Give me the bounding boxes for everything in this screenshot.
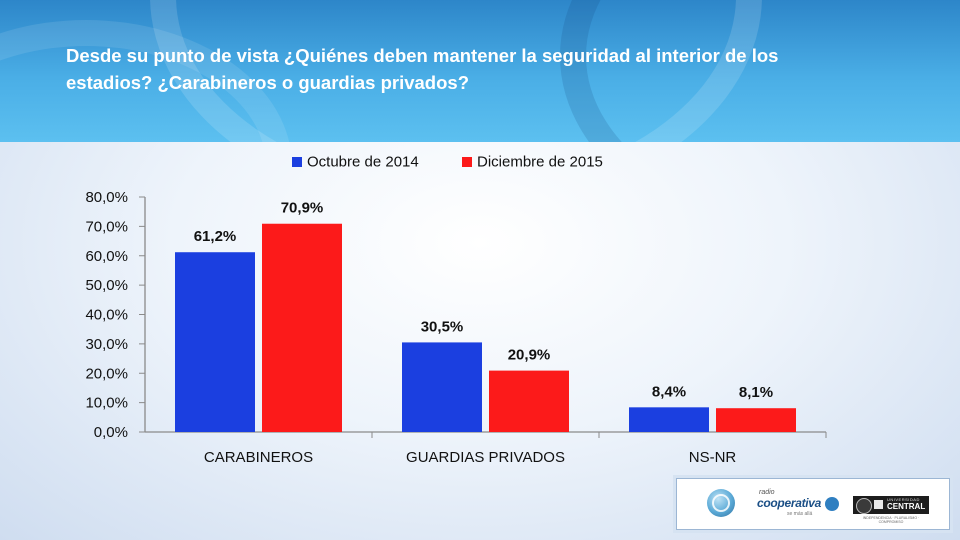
bar <box>402 342 482 432</box>
y-tick-label: 50,0% <box>85 277 128 294</box>
university-seal-icon <box>856 498 872 514</box>
y-tick-label: 30,0% <box>85 336 128 353</box>
bar-value-label: 20,9% <box>508 347 551 364</box>
bar <box>629 407 709 432</box>
bar-value-label: 8,4% <box>652 383 686 400</box>
logo-central-text: CENTRAL <box>887 502 926 511</box>
y-tick-label: 40,0% <box>85 307 128 324</box>
cooperativa-logo: radio cooperativa se más allá <box>757 489 843 517</box>
bar <box>489 370 569 432</box>
slide-title: Desde su punto de vista ¿Quiénes deben m… <box>66 45 779 93</box>
y-tick-label: 60,0% <box>85 248 128 265</box>
logo-cooperativa-text: cooperativa <box>757 496 822 510</box>
logo-motto-text: INDEPENDENCIA · PLURALISMO · COMPROMISO <box>862 516 920 524</box>
logo-panel: radio cooperativa se más allá UNIVERSIDA… <box>676 478 950 530</box>
logo-university-text: UNIVERSIDAD <box>887 497 920 502</box>
bar <box>716 408 796 432</box>
logo-radio-text: radio <box>759 489 775 496</box>
y-tick-label: 70,0% <box>85 218 128 235</box>
bar-value-label: 70,9% <box>281 200 324 217</box>
bar-value-label: 8,1% <box>739 384 773 401</box>
legend-swatch <box>462 157 472 167</box>
x-category-label: CARABINEROS <box>204 449 313 466</box>
x-category-label: GUARDIAS PRIVADOS <box>406 449 565 466</box>
globe-logo-icon <box>707 489 735 517</box>
x-category-label: NS-NR <box>689 449 737 466</box>
logo-tagline-text: se más allá <box>787 511 813 517</box>
bar-value-label: 61,2% <box>194 228 237 245</box>
universidad-central-logo: UNIVERSIDAD CENTRAL INDEPENDENCIA · PLUR… <box>853 496 929 524</box>
bar <box>262 223 342 432</box>
y-tick-label: 20,0% <box>85 365 128 382</box>
legend-label: Octubre de 2014 <box>307 154 419 171</box>
bar-value-label: 30,5% <box>421 318 464 335</box>
legend-swatch <box>292 157 302 167</box>
y-tick-label: 80,0% <box>85 189 128 206</box>
y-tick-label: 10,0% <box>85 395 128 412</box>
bar <box>175 252 255 432</box>
y-tick-label: 0,0% <box>94 424 128 441</box>
bar-chart: Octubre de 2014 Diciembre de 2015 0,0% 10,0… <box>85 154 827 466</box>
legend-label: Diciembre de 2015 <box>477 154 603 171</box>
cooperativa-mark-icon <box>825 497 839 511</box>
university-square-icon <box>874 500 883 509</box>
header-banner: Desde su punto de vista ¿Quiénes deben m… <box>0 0 960 142</box>
